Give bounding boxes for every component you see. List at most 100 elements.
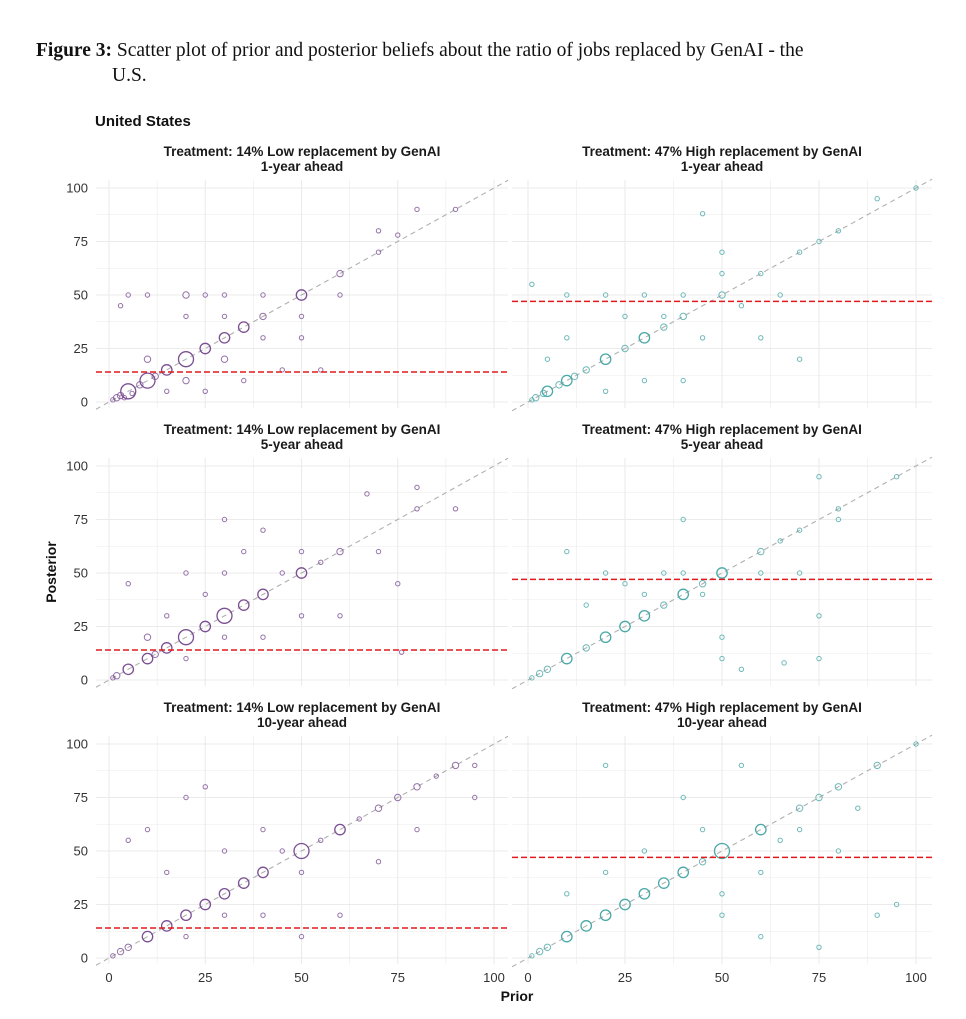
scatter-point (564, 548, 570, 555)
gridlines (512, 736, 932, 964)
scatter-point (295, 567, 308, 579)
scatter-point (529, 281, 535, 287)
scatter-point (125, 837, 131, 843)
scatter-point (796, 527, 803, 533)
scatter-point (622, 581, 628, 587)
scatter-point (298, 933, 305, 940)
y-tick-label: 100 (66, 737, 88, 752)
scatter-point (139, 372, 156, 389)
y-axis-label: Posterior (43, 541, 59, 603)
y-tick-label: 0 (81, 395, 88, 410)
gridlines (96, 736, 508, 964)
scatter-point (298, 613, 305, 619)
scatter-point (641, 377, 648, 384)
scatter-point (151, 650, 159, 659)
scatter-point (777, 292, 783, 298)
diagonal-line (511, 178, 933, 412)
x-tick-label: 25 (198, 970, 212, 985)
scatter-point (356, 816, 362, 822)
scatter-point (621, 344, 629, 353)
scatter-point (602, 388, 609, 394)
scatter-point (796, 570, 803, 576)
scatter-point (913, 185, 919, 191)
scatter-point (698, 580, 707, 588)
figure-caption-line2: U.S. (112, 65, 147, 86)
scatter-point (602, 292, 609, 298)
scatter-point (544, 356, 551, 362)
scatter-point (144, 292, 151, 298)
scatter-point (535, 669, 544, 678)
scatter-point (582, 366, 590, 374)
scatter-point (893, 901, 900, 908)
panel-5: Treatment: 14% Low replacement by GenAI1… (66, 700, 509, 985)
scatter-point (738, 762, 745, 769)
scatter-point (221, 848, 228, 854)
scatter-point (660, 601, 668, 609)
y-tick-label: 75 (74, 790, 88, 805)
panel-title-line2: 1-year ahead (261, 159, 344, 174)
points (110, 206, 459, 403)
y-tick-label: 100 (66, 459, 88, 474)
scatter-point (160, 364, 173, 376)
scatter-point (298, 335, 305, 341)
scatter-point (218, 887, 231, 900)
scatter-point (237, 877, 250, 889)
scatter-point (183, 933, 189, 940)
x-tick-label: 75 (391, 970, 405, 985)
y-tick-label: 50 (74, 844, 88, 859)
figure-caption-line1: Scatter plot of prior and posterior beli… (116, 40, 804, 61)
scatter-point (394, 793, 402, 802)
scatter-point (414, 826, 420, 833)
scatter-point (560, 930, 573, 943)
scatter-point (796, 249, 803, 255)
scatter-point (680, 377, 686, 384)
scatter-point (260, 527, 266, 533)
scatter-point (452, 506, 459, 512)
scatter-point (560, 652, 573, 665)
scatter-point (874, 912, 880, 918)
scatter-point (564, 891, 570, 897)
scatter-point (816, 474, 822, 480)
scatter-point (221, 516, 228, 523)
scatter-point (758, 869, 764, 876)
scatter-point (241, 548, 247, 555)
scatter-point (110, 397, 116, 403)
y-tick-label: 25 (74, 897, 88, 912)
scatter-point (318, 559, 324, 565)
scatter-point (221, 634, 228, 640)
scatter-point (180, 909, 192, 922)
diagonal-line (95, 457, 509, 688)
panel-title-line2: 10-year ahead (257, 715, 347, 730)
scatter-point (677, 866, 690, 879)
scatter-point (337, 292, 343, 298)
scatter-point (164, 869, 170, 876)
scatter-point (738, 666, 745, 672)
panel-title-line1: Treatment: 14% Low replacement by GenAI (164, 422, 441, 437)
gridlines (96, 180, 508, 408)
scatter-point (661, 570, 667, 576)
scatter-point (873, 761, 881, 770)
scatter-point (816, 613, 822, 619)
panel-title-line1: Treatment: 47% High replacement by GenAI (582, 144, 862, 159)
diagonal-line (511, 734, 933, 968)
panel-2: Treatment: 47% High replacement by GenAI… (511, 144, 933, 412)
y-tick-label: 50 (74, 566, 88, 581)
panels-group: Treatment: 14% Low replacement by GenAI 1… (66, 144, 933, 985)
scatter-point (758, 933, 764, 940)
scatter-point (182, 376, 190, 385)
scatter-point (638, 331, 651, 344)
scatter-point (221, 570, 228, 576)
scatter-point (599, 909, 612, 922)
scatter-point (113, 394, 121, 402)
scatter-point (679, 312, 687, 321)
scatter-point (117, 303, 124, 309)
scatter-point (318, 837, 324, 843)
scatter-point (413, 783, 421, 791)
scatter-point (602, 869, 609, 876)
scatter-point (543, 943, 552, 951)
scatter-point (125, 292, 131, 298)
x-tick-label: 25 (618, 970, 632, 985)
points (110, 761, 478, 959)
y-tick-label: 25 (74, 341, 88, 356)
panel-6: Treatment: 47% High replacement by GenAI… (511, 700, 933, 985)
